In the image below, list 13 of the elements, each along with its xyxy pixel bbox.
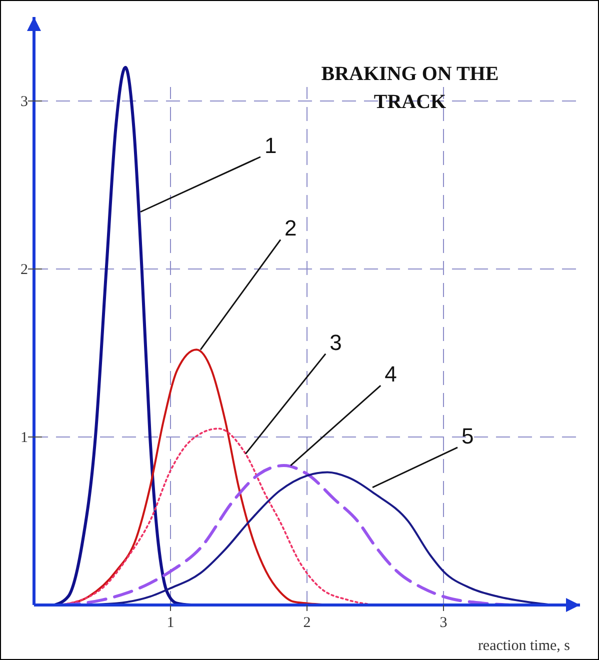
- annotation: 5: [462, 423, 474, 448]
- y-tick-label: 1: [20, 430, 28, 446]
- annotation: 4: [384, 362, 397, 387]
- y-tick-label: 3: [20, 94, 28, 110]
- x-tick-label: 2: [303, 615, 311, 631]
- x-tick-label: 3: [440, 615, 448, 631]
- y-tick-label: 2: [20, 262, 28, 278]
- x-axis-title: reaction time, s: [478, 638, 570, 654]
- x-tick-label: 1: [166, 615, 174, 631]
- text: BRAKING ON THE TRACK: [321, 63, 499, 113]
- annotation: 2: [284, 216, 297, 241]
- annotation: 1: [264, 132, 277, 158]
- annotation: 3: [330, 330, 342, 355]
